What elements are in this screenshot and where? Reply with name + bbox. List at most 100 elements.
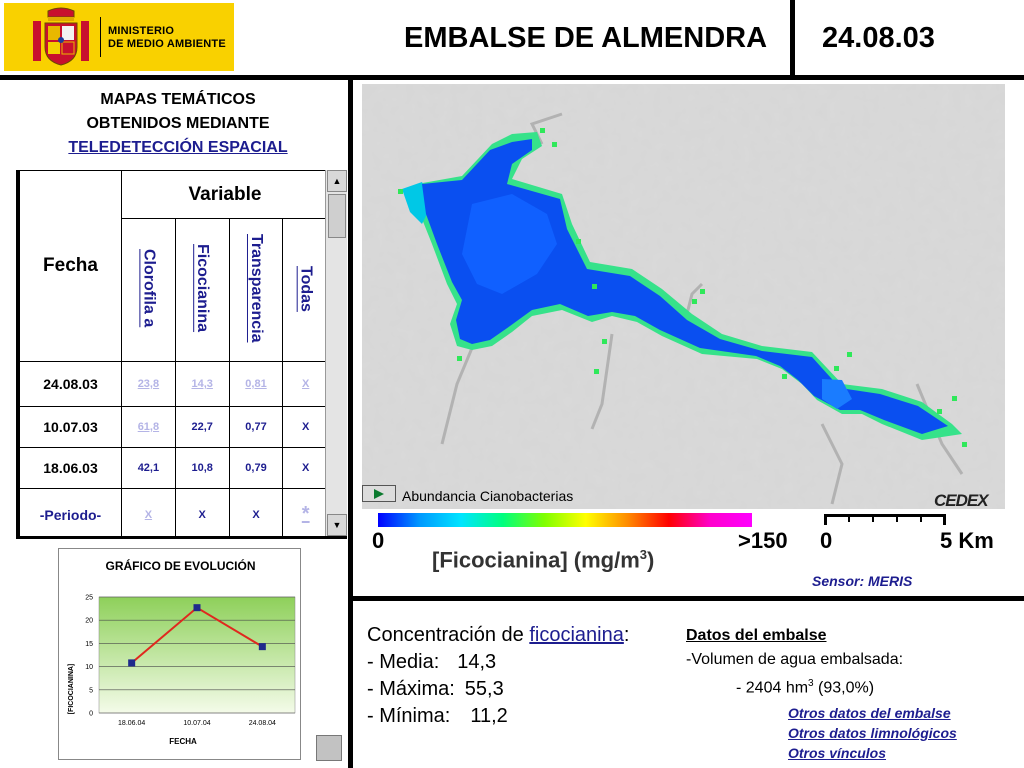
variable-transparencia[interactable]: Transparencia — [228, 218, 284, 362]
plot-area — [98, 596, 296, 714]
row-date: 24.08.03 — [19, 361, 122, 407]
reservoir-data: Datos del embalse -Volumen de agua embal… — [686, 624, 903, 700]
header-divider-1 — [790, 0, 795, 76]
cell-value[interactable]: 61,8 — [121, 406, 176, 448]
table-row: -Periodo- X X X * — [19, 488, 329, 536]
cell-value[interactable]: 42,1 — [121, 447, 176, 489]
sensor-label: Sensor: MERIS — [812, 573, 912, 589]
cell-value[interactable]: X — [174, 488, 230, 536]
cell-value[interactable]: X — [121, 488, 176, 536]
scale-end: 5 Km — [940, 528, 994, 553]
y-tick-label: 10 — [85, 664, 93, 671]
concentration-title: Concentración de ficocianina: — [367, 622, 629, 649]
nav-button[interactable] — [316, 735, 342, 761]
ficocianina-link[interactable]: Ficocianina — [194, 244, 212, 333]
cell-value[interactable]: 14,3 — [174, 361, 230, 407]
reservoir-title: EMBALSE DE ALMENDRA — [404, 22, 768, 54]
max-value: 55,3 — [464, 678, 504, 700]
colorbar — [378, 513, 752, 527]
title-line-2: OBTENIDOS MEDIANTE — [86, 115, 270, 132]
table-scrollbar[interactable]: ▲ ▼ — [325, 170, 347, 536]
cell-value[interactable]: 0,81 — [228, 361, 284, 407]
cell-value[interactable]: 22,7 — [174, 406, 230, 448]
link-other-reservoir-data[interactable]: Otros datos del embalse — [788, 705, 951, 721]
cell-value[interactable]: X — [282, 361, 329, 407]
ministry-line-1: MINISTERIO — [108, 25, 175, 37]
variable-clorofila[interactable]: Clorofila a — [121, 218, 176, 362]
scale-bar — [824, 514, 946, 525]
cell-value[interactable]: * — [282, 488, 329, 536]
cell-value[interactable]: 0,79 — [228, 447, 284, 489]
ficocianina-text-link[interactable]: ficocianina — [529, 624, 624, 646]
title-line-1: MAPAS TEMÁTICOS — [100, 91, 256, 108]
ministry-name: MINISTERIO DE MEDIO AMBIENTE — [108, 25, 226, 51]
colorbar-label-text: [Ficocianina] (mg/m — [432, 547, 640, 573]
x-tick-label: 18.06.04 — [118, 720, 145, 727]
min-value: 11,2 — [470, 705, 508, 727]
variable-header: Variable — [121, 170, 329, 219]
y-tick-label: 20 — [85, 618, 93, 625]
concentration-colon: : — [623, 624, 630, 646]
vertical-divider — [348, 75, 353, 768]
cell-value[interactable]: X — [228, 488, 284, 536]
volume-value-main: - 2404 hm — [736, 679, 809, 697]
scroll-down-icon[interactable]: ▼ — [327, 514, 347, 536]
cell-value[interactable]: 23,8 — [121, 361, 176, 407]
link-other-links[interactable]: Otros vínculos — [788, 745, 887, 761]
transparencia-link[interactable]: Transparencia — [247, 234, 265, 343]
cell-value[interactable]: 10,8 — [174, 447, 230, 489]
colorbar-min: 0 — [372, 528, 385, 553]
media-row: - Media: 14,3 — [367, 649, 629, 676]
colorbar-max: >150 — [738, 528, 788, 553]
legend-play-button[interactable] — [362, 485, 396, 502]
y-axis-label: [FICOCIANINA] — [68, 664, 75, 715]
ministry-logo: MINISTERIO DE MEDIO AMBIENTE — [4, 3, 234, 71]
remote-sensing-link[interactable]: TELEDETECCIÓN ESPACIAL — [68, 139, 288, 156]
reservoir-map — [362, 84, 1005, 509]
media-label: - Media: — [367, 651, 440, 673]
link-limnological-data[interactable]: Otros datos limnológicos — [788, 725, 957, 741]
sensor-link[interactable]: MERIS — [868, 573, 913, 589]
clorofila-link[interactable]: Clorofila a — [140, 249, 158, 328]
coat-of-arms-icon — [33, 7, 89, 66]
chart-title: GRÁFICO DE EVOLUCIÓN — [105, 559, 256, 573]
other-links: Otros datos del embalse Otros datos limn… — [788, 703, 957, 763]
data-point — [258, 643, 266, 651]
concentration-label: Concentración de — [367, 624, 530, 646]
data-table: Fecha Variable Clorofila a Ficocianina T… — [19, 170, 329, 536]
volume-value-sup: 3 — [808, 678, 814, 689]
row-date: 10.07.03 — [19, 406, 122, 448]
x-tick-label: 24.08.04 — [249, 720, 276, 727]
variable-todas[interactable]: Todas — [282, 218, 329, 362]
media-value: 14,3 — [457, 651, 497, 673]
thematic-maps-title: MAPAS TEMÁTICOS OBTENIDOS MEDIANTE TELED… — [8, 88, 348, 160]
y-tick-label: 15 — [85, 641, 93, 648]
data-point — [128, 659, 136, 667]
header-bottom-rule — [0, 75, 1024, 80]
cell-value[interactable]: X — [282, 447, 329, 489]
scroll-up-icon[interactable]: ▲ — [327, 170, 347, 192]
concentration-block: Concentración de ficocianina: - Media: 14… — [367, 622, 629, 730]
row-date: 18.06.03 — [19, 447, 122, 489]
y-tick-label: 0 — [89, 711, 93, 718]
y-tick-label: 5 — [89, 687, 93, 694]
fecha-header: Fecha — [19, 170, 122, 362]
scroll-thumb[interactable] — [328, 194, 346, 238]
variable-ficocianina[interactable]: Ficocianina — [174, 218, 230, 362]
data-table-frame: Fecha Variable Clorofila a Ficocianina T… — [16, 170, 347, 539]
max-label: - Máxima: — [367, 678, 455, 700]
scale-zero: 0 — [820, 528, 833, 553]
colorbar-label-sup: 3 — [639, 547, 648, 562]
cell-value[interactable]: X — [282, 406, 329, 448]
volume-label: -Volumen de agua embalsada: — [686, 651, 904, 668]
header-date: 24.08.03 — [822, 22, 935, 54]
max-row: - Máxima: 55,3 — [367, 676, 629, 703]
min-label: - Mínima: — [367, 705, 451, 727]
cell-value[interactable]: 0,77 — [228, 406, 284, 448]
right-mid-rule — [348, 596, 1024, 601]
x-axis-label: FECHA — [169, 737, 197, 746]
x-tick-label: 10.07.04 — [183, 720, 210, 727]
colorbar-label: [Ficocianina] (mg/m3) — [432, 547, 654, 573]
todas-link[interactable]: Todas — [297, 265, 315, 312]
logo-divider — [100, 17, 101, 57]
